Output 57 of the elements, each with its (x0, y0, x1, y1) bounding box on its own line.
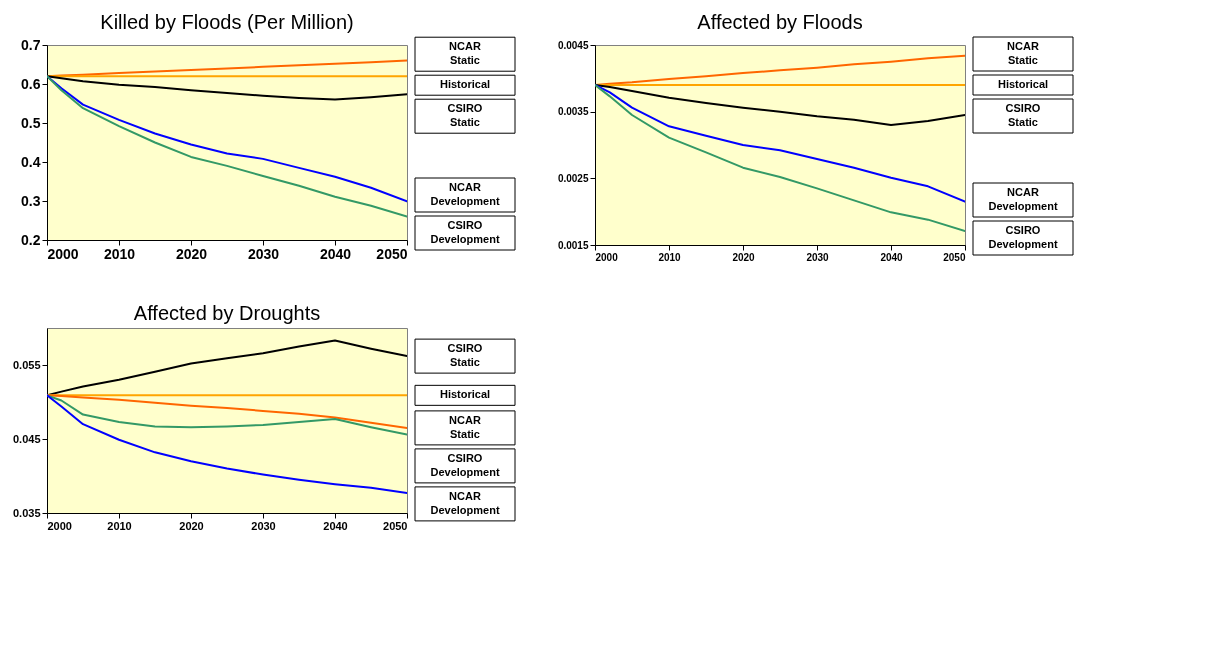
line-series (47, 394, 407, 436)
line-series (47, 394, 407, 429)
text: NCAR Development (430, 181, 500, 207)
text: NCAR Development (430, 489, 500, 516)
y-tick-label: 0.6 (21, 75, 41, 92)
x-tick-label: 2030 (806, 251, 830, 263)
x-tick-label: 2040 (319, 245, 352, 262)
text: CSIRO Static (447, 102, 483, 129)
text: Historical (439, 388, 491, 401)
line-series (47, 75, 407, 101)
text: Historical (439, 78, 491, 91)
text: NCAR Static (449, 40, 481, 67)
x-tick-label: 2020 (732, 251, 756, 263)
x-tick-label: 2010 (107, 519, 132, 532)
x-tick-label: 2030 (247, 245, 280, 262)
x-tick-label: 2010 (658, 251, 682, 263)
y-tick-label: 0.0045 (557, 39, 589, 51)
y-tick-label: 0.2 (21, 231, 41, 248)
x-tick-label: 2010 (103, 245, 136, 262)
text: NCAR Development (988, 186, 1058, 212)
chart-title: Affected by Droughts (133, 302, 321, 324)
text: CSIRO Static (447, 342, 483, 369)
text: CSIRO Development (988, 224, 1058, 250)
y-tick-label: 0.4 (21, 153, 41, 170)
x-tick-label: 2040 (880, 251, 904, 263)
text: CSIRO Development (430, 219, 500, 245)
x-tick-label: 2050 (943, 251, 966, 263)
y-tick-label: 0.0025 (557, 172, 589, 184)
line-series (595, 84, 965, 232)
y-tick-label: 0.055 (12, 358, 41, 371)
x-tick-label: 2000 (47, 519, 72, 532)
x-tick-label: 2020 (179, 519, 204, 532)
x-tick-label: 2000 (595, 251, 619, 263)
x-tick-label: 2020 (175, 245, 208, 262)
y-tick-label: 0.0015 (557, 239, 589, 251)
x-tick-label: 2040 (323, 519, 348, 532)
y-tick-label: 0.3 (21, 192, 41, 209)
line-series (47, 394, 407, 495)
line-series (47, 339, 407, 397)
line-series (595, 84, 965, 203)
text: CSIRO Development (430, 451, 500, 478)
y-tick-label: 0.0035 (557, 106, 589, 118)
text: CSIRO Static (1005, 102, 1041, 128)
y-tick-label: 0.035 (12, 506, 41, 519)
x-tick-label: 2000 (47, 245, 79, 262)
text: NCAR Static (449, 413, 481, 440)
x-tick-label: 2050 (376, 245, 408, 262)
chart-title: Affected by Floods (697, 10, 863, 33)
text: Historical (997, 78, 1049, 90)
y-tick-label: 0.5 (21, 114, 41, 131)
y-tick-label: 0.7 (21, 36, 41, 53)
x-tick-label: 2050 (383, 519, 408, 532)
text: NCAR Static (1007, 40, 1039, 66)
line-series (595, 84, 965, 126)
x-tick-label: 2030 (251, 519, 276, 532)
y-tick-label: 0.045 (12, 432, 41, 445)
chart-title: Killed by Floods (Per Million) (100, 10, 354, 33)
